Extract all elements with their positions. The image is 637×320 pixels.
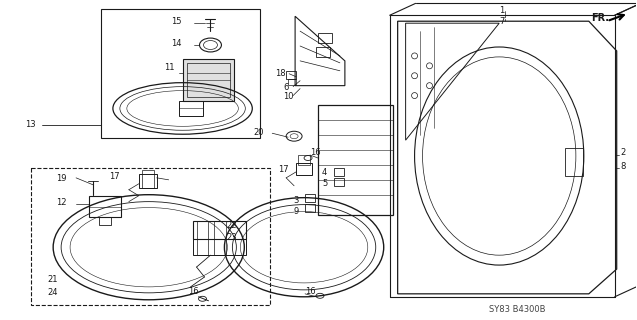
Text: FR.: FR.: [590, 13, 609, 23]
Text: 9: 9: [293, 207, 298, 216]
Text: 7: 7: [499, 17, 505, 26]
Text: 22: 22: [226, 221, 237, 230]
Bar: [31, 168, 270, 305]
Bar: [215, 221, 226, 255]
Bar: [89, 196, 121, 218]
Bar: [318, 33, 332, 43]
Text: 18: 18: [275, 69, 286, 78]
Text: 5: 5: [322, 179, 327, 188]
Bar: [288, 79, 296, 85]
Text: 4: 4: [322, 168, 327, 177]
Text: 16: 16: [305, 287, 316, 296]
Text: 16: 16: [310, 148, 320, 157]
Bar: [318, 106, 392, 214]
Text: 12: 12: [56, 198, 67, 207]
Bar: [286, 71, 296, 79]
Bar: [334, 178, 344, 186]
Text: 10: 10: [283, 92, 294, 100]
Text: 17: 17: [278, 165, 289, 174]
Bar: [192, 239, 247, 255]
Text: 19: 19: [56, 174, 67, 183]
Bar: [298, 155, 310, 165]
Text: SY83 B4300B: SY83 B4300B: [489, 305, 546, 314]
Bar: [139, 174, 157, 188]
Bar: [178, 100, 203, 116]
Text: 23: 23: [226, 233, 237, 242]
Bar: [296, 163, 312, 175]
Text: 24: 24: [47, 288, 58, 297]
Bar: [305, 204, 315, 212]
Text: 21: 21: [47, 275, 58, 284]
Bar: [197, 221, 208, 255]
Text: 3: 3: [293, 196, 299, 205]
Text: 8: 8: [620, 162, 626, 171]
Text: 1: 1: [499, 6, 505, 15]
Text: 14: 14: [171, 39, 181, 48]
Bar: [305, 194, 315, 202]
Bar: [142, 170, 154, 188]
Bar: [101, 9, 261, 138]
Text: 16: 16: [189, 287, 199, 296]
Text: 15: 15: [171, 17, 181, 26]
Text: 13: 13: [25, 120, 36, 129]
Bar: [316, 47, 330, 57]
Bar: [99, 218, 111, 225]
Bar: [192, 221, 247, 239]
Bar: [334, 168, 344, 176]
Text: 17: 17: [109, 172, 120, 181]
Text: 6: 6: [283, 83, 289, 92]
Text: 20: 20: [254, 128, 264, 137]
Text: 11: 11: [164, 63, 174, 72]
Text: 2: 2: [620, 148, 626, 157]
Bar: [187, 63, 231, 97]
Bar: [183, 59, 234, 100]
Bar: [565, 148, 583, 176]
